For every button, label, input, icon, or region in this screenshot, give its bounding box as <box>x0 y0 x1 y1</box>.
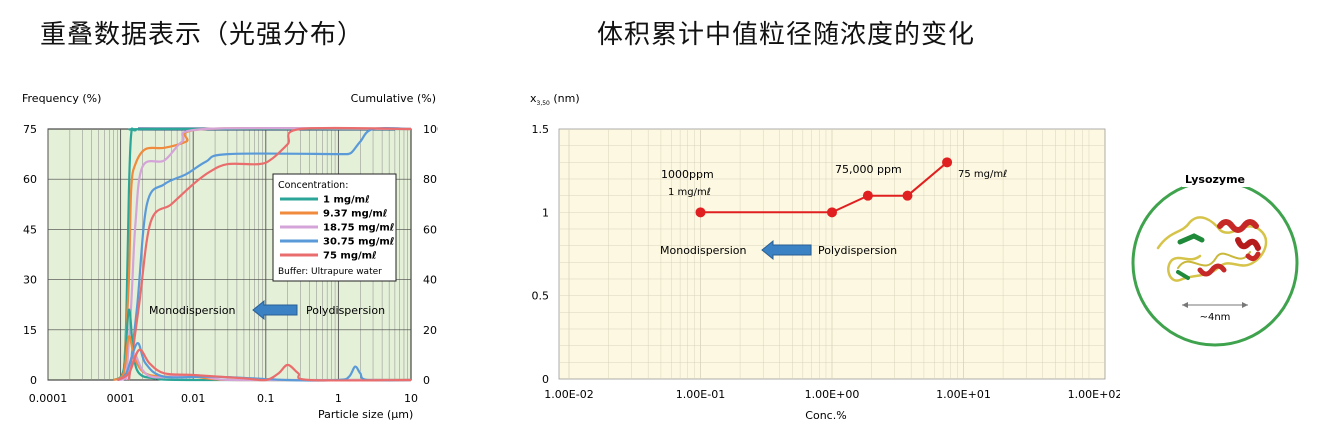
y-right-axis-label: Cumulative (%) <box>351 92 436 105</box>
protein-structure-icon <box>1156 216 1268 282</box>
x-tick-label: 0001 <box>107 392 135 405</box>
left-arrow-icon <box>252 299 298 321</box>
median-size-chart: x3,50 (nm) 1.00E-02 1.00E-01 1.00E+00 1.00E… <box>530 92 1120 422</box>
y-tick-label: 0.5 <box>532 290 550 303</box>
y-left-tick-label: 15 <box>23 324 37 337</box>
x-axis-label: Particle size (μm) <box>318 408 413 421</box>
x-tick-label: 1.00E+02 <box>1068 388 1120 401</box>
y-right-tick-label: 80 <box>423 173 437 186</box>
legend-label: 1 mg/mℓ <box>323 195 370 206</box>
data-point <box>862 190 873 201</box>
y-right-tick-label: 60 <box>423 223 437 236</box>
cumulative-line <box>127 126 412 381</box>
left-chart-heading: 重叠数据表示（光强分布） <box>40 20 365 50</box>
mono-label: Monodispersion <box>149 304 235 317</box>
y-left-tick-label: 75 <box>23 123 37 136</box>
x-tick-label: 0.1 <box>257 392 275 405</box>
x-tick-label: 10 <box>404 392 418 405</box>
x-tick-label: 1.00E+01 <box>936 388 991 401</box>
x-tick-label: 1.00E+00 <box>805 388 860 401</box>
legend-label: 75 mg/mℓ <box>323 251 377 262</box>
y-tick-label: 1 <box>542 206 549 219</box>
y-right-tick-label: 100 <box>423 123 438 136</box>
legend-title: Concentration: <box>278 180 348 191</box>
cumulative-line <box>127 126 412 381</box>
x-tick-label: 1.00E-01 <box>676 388 725 401</box>
x-axis-label: Conc.% <box>805 409 846 422</box>
annotation-1000ppm: 1000ppm <box>661 168 714 181</box>
particle-size-chart: Frequency (%) Cumulative (%) 0.0001 0001 0… <box>22 92 438 421</box>
poly-label: Polydispersion <box>818 244 897 257</box>
lysozyme-label: Lysozyme <box>1185 173 1245 186</box>
y-left-tick-label: 60 <box>23 173 37 186</box>
y-axis-label: x3,50 (nm) <box>530 92 580 107</box>
label-background <box>1182 171 1250 187</box>
data-point <box>902 190 913 201</box>
cumulative-line <box>125 126 412 381</box>
y-tick-label: 0 <box>542 373 549 386</box>
mono-label: Monodispersion <box>660 244 746 257</box>
legend-label: 9.37 mg/mℓ <box>323 209 388 220</box>
frequency-line <box>116 348 412 382</box>
frequency-line <box>116 342 412 382</box>
annotation-75mg: 75 mg/mℓ <box>958 169 1007 180</box>
legend-footer: Buffer: Ultrapure water <box>278 267 382 277</box>
x-tick-label: 0.01 <box>181 392 206 405</box>
right-chart-heading: 体积累计中值粒径随浓度的变化 <box>597 20 976 50</box>
y-left-tick-label: 45 <box>23 223 37 236</box>
annotation-75000ppm: 75,000 ppm <box>835 163 902 176</box>
size-label: ~4nm <box>1200 312 1231 323</box>
legend-label: 30.75 mg/mℓ <box>323 237 395 248</box>
poly-label: Polydispersion <box>306 304 385 317</box>
y-right-tick-label: 20 <box>423 324 437 337</box>
data-point <box>695 207 706 218</box>
legend-label: 18.75 mg/mℓ <box>323 223 395 234</box>
y-left-axis-label: Frequency (%) <box>22 92 101 105</box>
lysozyme-illustration: Lysozyme ~4nm <box>1131 171 1299 347</box>
x-tick-label: 1 <box>335 392 342 405</box>
annotation-1mg: 1 mg/mℓ <box>668 187 711 198</box>
left-arrow-icon <box>761 239 812 261</box>
x-tick-label: 0.0001 <box>29 392 68 405</box>
data-point <box>827 207 837 218</box>
x-tick-label: 1.00E-02 <box>544 388 593 401</box>
y-left-tick-label: 0 <box>30 374 37 387</box>
y-left-tick-label: 30 <box>23 274 37 287</box>
data-point <box>942 157 953 168</box>
legend: Concentration: 1 mg/mℓ 9.37 mg/mℓ 18.75 mg… <box>272 173 397 282</box>
y-tick-label: 1.5 <box>532 123 550 136</box>
y-right-tick-label: 0 <box>423 374 430 387</box>
y-right-tick-label: 40 <box>423 274 437 287</box>
